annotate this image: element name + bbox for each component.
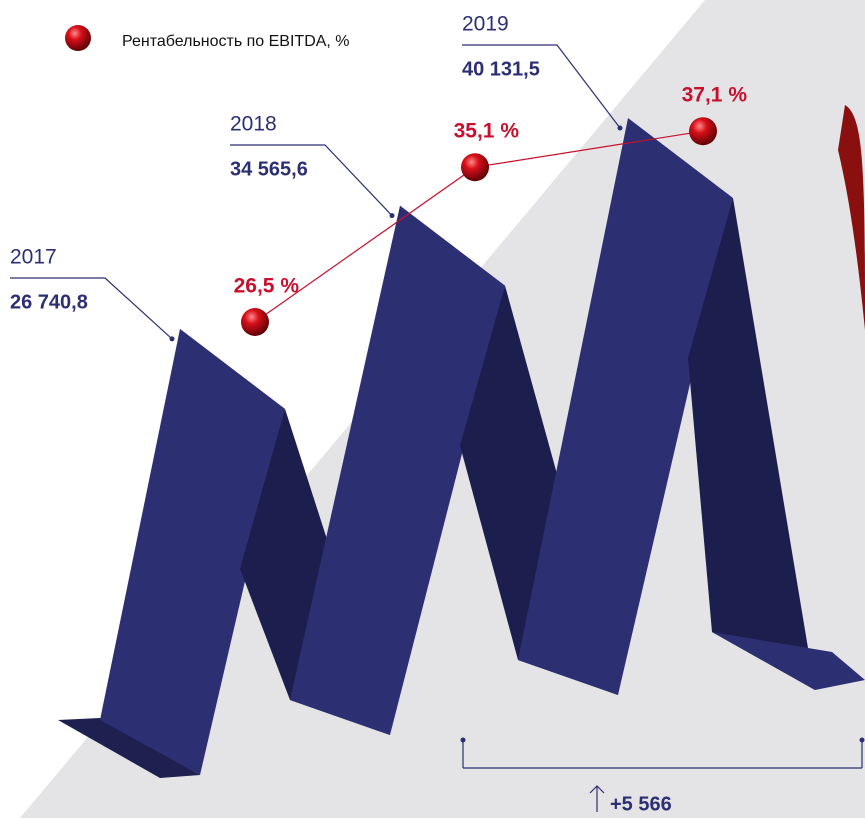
base-flap <box>712 632 865 690</box>
margin-point <box>689 117 717 146</box>
margin-point <box>461 153 489 182</box>
bar-peak <box>290 205 505 735</box>
margin-label: 26,5 % <box>234 275 300 298</box>
leader-line <box>462 44 621 129</box>
leader-dot <box>617 125 623 131</box>
leader-line <box>230 144 393 217</box>
value-label: 34 565,6 <box>230 158 308 180</box>
year-label: 2017 <box>10 246 57 269</box>
bracket-dot <box>460 737 466 743</box>
fold-face <box>688 198 815 690</box>
decor-shape <box>838 105 865 330</box>
arrow-up <box>589 785 605 812</box>
bar-peak <box>518 118 733 695</box>
value-label: 26 740,8 <box>10 291 88 313</box>
margin-point <box>241 308 269 336</box>
annotation: +5 566 <box>610 793 672 815</box>
year-label: 2019 <box>462 13 509 36</box>
year-label: 2018 <box>230 113 277 136</box>
base-flap <box>58 718 200 778</box>
leader-dot <box>389 213 395 219</box>
margin-label: 37,1 % <box>682 84 748 107</box>
leader-dot <box>169 336 175 342</box>
value-label: 40 131,5 <box>462 58 540 80</box>
legend-label: Рентабельность по EBITDA, % <box>122 33 350 50</box>
bar-peak <box>100 328 285 775</box>
bracket-dot <box>859 737 865 743</box>
legend-marker <box>65 25 91 51</box>
leader-line <box>10 277 173 340</box>
margin-label: 35,1 % <box>454 120 520 143</box>
